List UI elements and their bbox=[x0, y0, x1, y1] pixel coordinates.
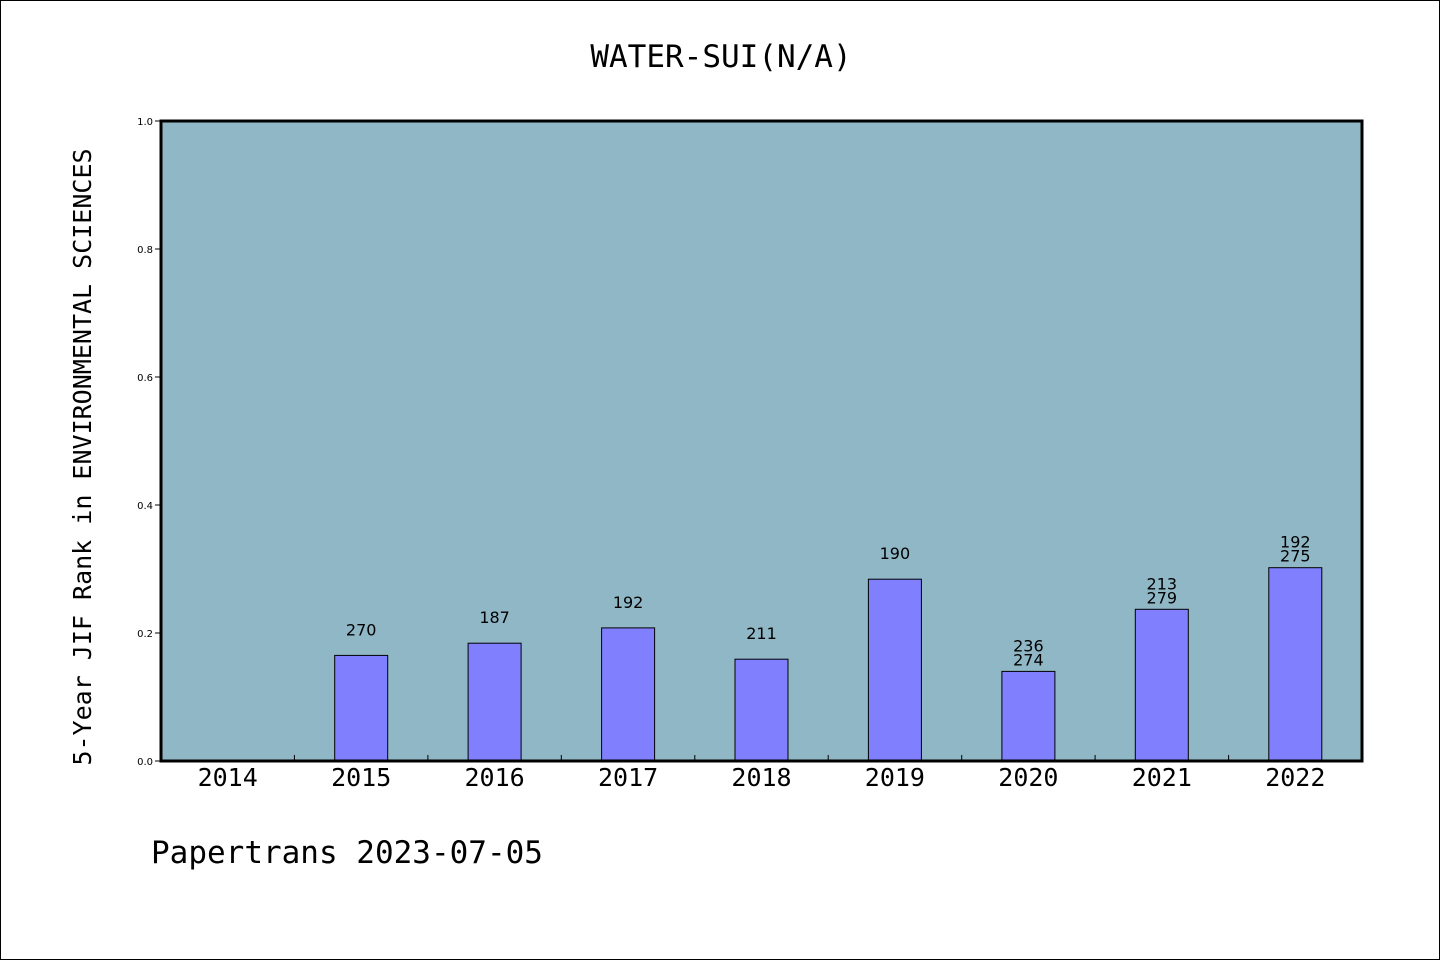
bar-2019 bbox=[867, 578, 922, 762]
bar-label-2022-2: 275 bbox=[1280, 547, 1311, 566]
bar-2020 bbox=[1001, 670, 1056, 762]
bar-label-2016-1: 187 bbox=[479, 608, 510, 627]
y-tick-label-0.8: 0.8 bbox=[137, 245, 153, 256]
bar-2021 bbox=[1134, 608, 1189, 762]
x-tick-label-2021: 2021 bbox=[1132, 763, 1192, 792]
bar-label-2022-1: 192 bbox=[1280, 533, 1311, 552]
y-tick-label-0.0: 0.0 bbox=[137, 757, 153, 768]
bar-2018 bbox=[734, 658, 789, 762]
bar-label-2020-2: 274 bbox=[1013, 650, 1044, 669]
bar-2015 bbox=[334, 654, 389, 762]
x-tick-label-2016: 2016 bbox=[464, 763, 524, 792]
bar-label-2017-1: 192 bbox=[613, 593, 644, 612]
x-tick-label-2022: 2022 bbox=[1265, 763, 1325, 792]
y-tick-label-0.2: 0.2 bbox=[137, 629, 153, 640]
x-tick-label-2019: 2019 bbox=[865, 763, 925, 792]
y-tick-label-1.0: 1.0 bbox=[137, 117, 153, 128]
bar-label-2021-1: 213 bbox=[1147, 574, 1178, 593]
x-tick-label-2014: 2014 bbox=[198, 763, 258, 792]
bar-label-2015-1: 270 bbox=[346, 620, 377, 639]
y-axis-label: 5-Year JIF Rank in ENVIRONMENTAL SCIENCE… bbox=[68, 148, 97, 765]
plot-border bbox=[159, 119, 1364, 763]
bar-label-2021-2: 279 bbox=[1147, 588, 1178, 607]
bar-label-2019-1: 190 bbox=[880, 544, 911, 563]
bar-2022 bbox=[1268, 567, 1323, 762]
axes-layer: 2014 2015 2016 2017 2018 2019 2020 2021 2022 0.0 0… bbox=[137, 117, 1325, 792]
bar-label-2018-1: 211 bbox=[746, 624, 777, 643]
chart-title: WATER-SUI(N/A) bbox=[590, 39, 851, 75]
bar-2016 bbox=[467, 642, 522, 762]
bar-label-2020-1: 236 bbox=[1013, 636, 1044, 655]
x-tick-label-2017: 2017 bbox=[598, 763, 658, 792]
y-tick-label-0.4: 0.4 bbox=[137, 501, 153, 512]
bar-2017 bbox=[601, 627, 656, 762]
x-tick-label-2020: 2020 bbox=[998, 763, 1058, 792]
footer-credit: Papertrans 2023-07-05 bbox=[151, 835, 543, 871]
x-tick-label-2018: 2018 bbox=[731, 763, 791, 792]
y-tick-label-0.6: 0.6 bbox=[137, 373, 153, 384]
x-tick-label-2015: 2015 bbox=[331, 763, 391, 792]
